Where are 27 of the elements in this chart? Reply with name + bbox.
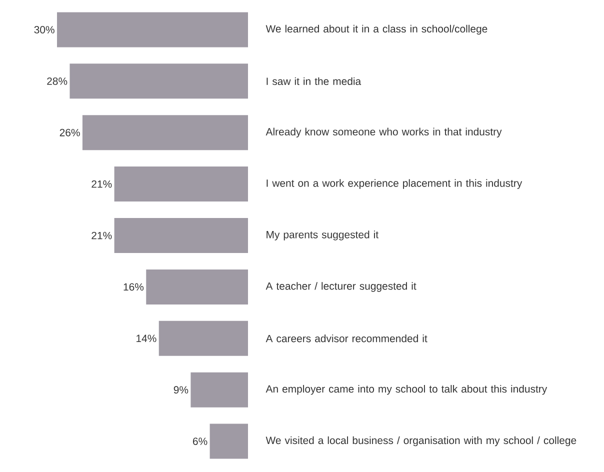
data-label: 21% bbox=[92, 180, 112, 188]
bar bbox=[158, 320, 248, 356]
y-tick-label: A careers advisor recommended it bbox=[266, 334, 428, 342]
y-tick-label: My parents suggested it bbox=[266, 230, 378, 240]
y-tick-label: I went on a work experience placement in this industry bbox=[266, 179, 522, 189]
data-label: 9% bbox=[174, 386, 188, 394]
y-tick-label: We visited a local business / organisation with my school / college bbox=[266, 436, 576, 446]
y-tick-label: An employer came into my school to talk about this industry bbox=[266, 384, 548, 395]
data-label: 30% bbox=[34, 26, 54, 34]
data-label: 6% bbox=[193, 438, 208, 445]
bar bbox=[190, 372, 248, 408]
y-tick-label: I saw it in the media bbox=[266, 77, 362, 86]
data-label: 28% bbox=[47, 77, 68, 85]
bar bbox=[56, 12, 248, 48]
y-tick-label: A teacher / lecturer suggested it bbox=[266, 282, 416, 292]
data-label: 16% bbox=[124, 283, 144, 291]
y-tick-label: Already know someone who works in that industry bbox=[266, 128, 502, 138]
bar bbox=[114, 166, 248, 202]
bar bbox=[114, 218, 248, 254]
bar bbox=[70, 64, 248, 99]
data-label: 26% bbox=[60, 128, 80, 136]
bar bbox=[210, 424, 248, 459]
data-label: 14% bbox=[136, 334, 156, 342]
data-label: 21% bbox=[92, 232, 112, 240]
bar bbox=[82, 115, 248, 150]
y-tick-label: We learned about it in a class in school/college bbox=[266, 24, 488, 35]
bar bbox=[146, 269, 248, 304]
